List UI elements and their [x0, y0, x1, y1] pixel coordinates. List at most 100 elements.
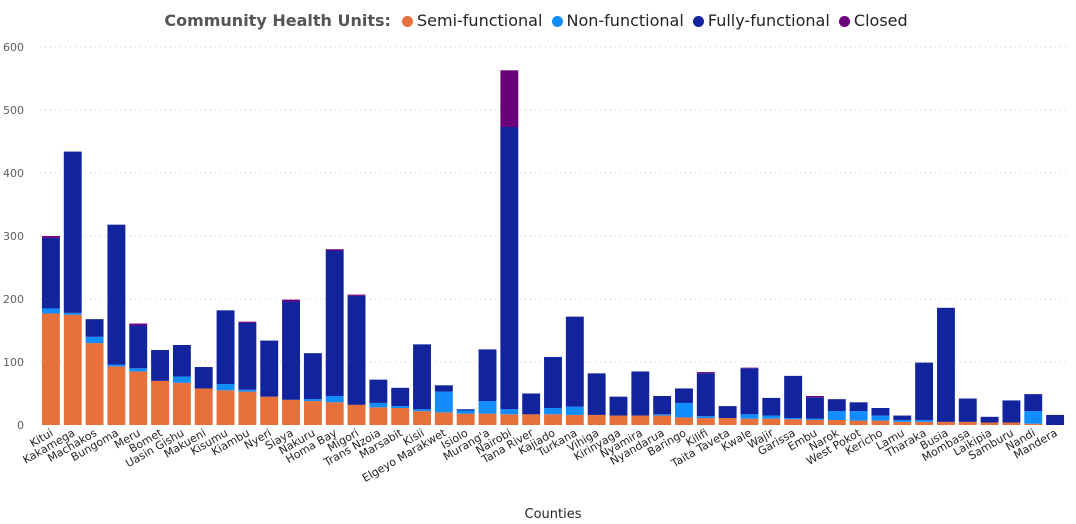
bar-segment-semi-functional[interactable]	[849, 420, 868, 425]
bar-stack-west-pokot[interactable]	[849, 402, 868, 425]
bar-segment-semi-functional[interactable]	[107, 366, 126, 425]
bar-segment-non-functional[interactable]	[63, 312, 82, 315]
bar-segment-fully-functional[interactable]	[129, 325, 148, 369]
bar-segment-fully-functional[interactable]	[740, 368, 759, 415]
bar-segment-fully-functional[interactable]	[653, 396, 672, 415]
bar-segment-non-functional[interactable]	[107, 364, 126, 367]
bar-segment-semi-functional[interactable]	[544, 414, 562, 425]
legend-item-non-functional[interactable]: Non-functional	[551, 11, 684, 30]
bar-segment-fully-functional[interactable]	[347, 295, 366, 405]
bar-segment-fully-functional[interactable]	[41, 237, 60, 309]
bar-segment-semi-functional[interactable]	[347, 404, 366, 425]
bar-segment-fully-functional[interactable]	[434, 385, 453, 392]
bar-segment-closed[interactable]	[282, 299, 300, 302]
bar-stack-wajir[interactable]	[762, 397, 781, 425]
bar-stack-kwale[interactable]	[740, 367, 759, 425]
bar-segment-semi-functional[interactable]	[282, 399, 300, 425]
bar-stack-elgeyo-marakwet[interactable]	[434, 385, 453, 425]
bar-segment-semi-functional[interactable]	[500, 414, 519, 425]
bar-stack-bomet[interactable]	[151, 350, 170, 425]
bar-segment-semi-functional[interactable]	[675, 417, 693, 425]
bar-segment-semi-functional[interactable]	[194, 388, 213, 425]
bar-segment-fully-functional[interactable]	[915, 362, 934, 420]
bar-stack-machakos[interactable]	[85, 319, 104, 425]
bar-segment-non-functional[interactable]	[871, 415, 890, 421]
bar-segment-semi-functional[interactable]	[522, 414, 541, 425]
bar-stack-nyandarua[interactable]	[653, 396, 672, 425]
bar-segment-fully-functional[interactable]	[456, 409, 475, 411]
bar-segment-fully-functional[interactable]	[238, 322, 257, 390]
bar-segment-semi-functional[interactable]	[980, 422, 999, 425]
bar-stack-busia[interactable]	[936, 307, 955, 425]
bar-stack-samburu[interactable]	[1002, 400, 1021, 425]
bar-segment-semi-functional[interactable]	[631, 415, 650, 425]
bar-stack-kisii[interactable]	[413, 344, 431, 425]
bar-segment-fully-functional[interactable]	[478, 349, 497, 402]
bar-segment-non-functional[interactable]	[500, 409, 519, 415]
bar-segment-non-functional[interactable]	[653, 414, 672, 416]
bar-segment-fully-functional[interactable]	[609, 396, 628, 416]
bar-segment-non-functional[interactable]	[696, 416, 715, 419]
bar-segment-fully-functional[interactable]	[63, 151, 82, 313]
bar-segment-non-functional[interactable]	[172, 376, 191, 383]
bar-segment-semi-functional[interactable]	[565, 414, 584, 425]
bar-segment-fully-functional[interactable]	[631, 371, 650, 416]
bar-segment-non-functional[interactable]	[129, 368, 148, 372]
bar-stack-kitui[interactable]	[41, 236, 60, 425]
bar-segment-semi-functional[interactable]	[1024, 423, 1043, 425]
bar-segment-fully-functional[interactable]	[413, 344, 431, 410]
bar-segment-semi-functional[interactable]	[653, 415, 672, 425]
bar-segment-fully-functional[interactable]	[893, 415, 912, 420]
bar-stack-mandera[interactable]	[1046, 414, 1065, 425]
bar-segment-semi-functional[interactable]	[151, 380, 170, 425]
bar-segment-non-functional[interactable]	[675, 402, 693, 418]
bar-stack-nyeri[interactable]	[260, 340, 279, 425]
bar-segment-fully-functional[interactable]	[1002, 400, 1021, 423]
bar-segment-semi-functional[interactable]	[85, 343, 104, 425]
bar-segment-fully-functional[interactable]	[85, 319, 104, 337]
bar-segment-closed[interactable]	[500, 70, 519, 128]
bar-stack-nairobi[interactable]	[500, 70, 519, 425]
bar-stack-trans-nzoia[interactable]	[369, 379, 388, 425]
bar-segment-fully-functional[interactable]	[282, 301, 300, 400]
bar-stack-lamu[interactable]	[893, 415, 912, 425]
bar-segment-fully-functional[interactable]	[325, 250, 344, 397]
bar-segment-semi-functional[interactable]	[762, 418, 781, 425]
bar-segment-closed[interactable]	[325, 249, 344, 251]
bar-segment-non-functional[interactable]	[369, 402, 388, 408]
bar-segment-non-functional[interactable]	[915, 419, 934, 422]
bar-segment-non-functional[interactable]	[434, 391, 453, 413]
bar-stack-homa-bay[interactable]	[325, 249, 344, 425]
bar-segment-fully-functional[interactable]	[675, 388, 693, 403]
bar-segment-non-functional[interactable]	[849, 411, 868, 421]
bar-stack-siaya[interactable]	[282, 299, 300, 425]
bar-segment-semi-functional[interactable]	[806, 419, 824, 425]
bar-segment-semi-functional[interactable]	[216, 390, 235, 425]
bar-segment-fully-functional[interactable]	[107, 224, 126, 365]
bar-stack-kakamega[interactable]	[63, 151, 82, 425]
bar-segment-fully-functional[interactable]	[784, 375, 803, 419]
bar-segment-semi-functional[interactable]	[871, 420, 890, 425]
bar-stack-migori[interactable]	[347, 294, 366, 425]
bar-stack-murang-a[interactable]	[478, 349, 497, 425]
bar-segment-non-functional[interactable]	[565, 406, 584, 415]
bar-stack-nyamira[interactable]	[631, 371, 650, 425]
bar-segment-fully-functional[interactable]	[1046, 414, 1065, 425]
bar-segment-fully-functional[interactable]	[369, 379, 388, 403]
bar-segment-non-functional[interactable]	[456, 410, 475, 414]
bar-stack-bungoma[interactable]	[107, 224, 126, 425]
bar-segment-semi-functional[interactable]	[63, 314, 82, 425]
bar-stack-makueni[interactable]	[194, 367, 213, 425]
bar-stack-nandi[interactable]	[1024, 394, 1043, 425]
bar-stack-kericho[interactable]	[871, 407, 890, 425]
bar-segment-fully-functional[interactable]	[587, 373, 606, 415]
legend-item-fully-functional[interactable]: Fully-functional	[692, 11, 830, 30]
bar-segment-fully-functional[interactable]	[849, 402, 868, 412]
bar-segment-non-functional[interactable]	[238, 389, 257, 392]
bar-segment-semi-functional[interactable]	[1002, 422, 1021, 425]
bar-segment-semi-functional[interactable]	[784, 419, 803, 425]
bar-segment-non-functional[interactable]	[806, 418, 824, 420]
bar-segment-non-functional[interactable]	[478, 401, 497, 414]
bar-segment-semi-functional[interactable]	[456, 413, 475, 425]
bar-stack-isiolo[interactable]	[456, 409, 475, 425]
